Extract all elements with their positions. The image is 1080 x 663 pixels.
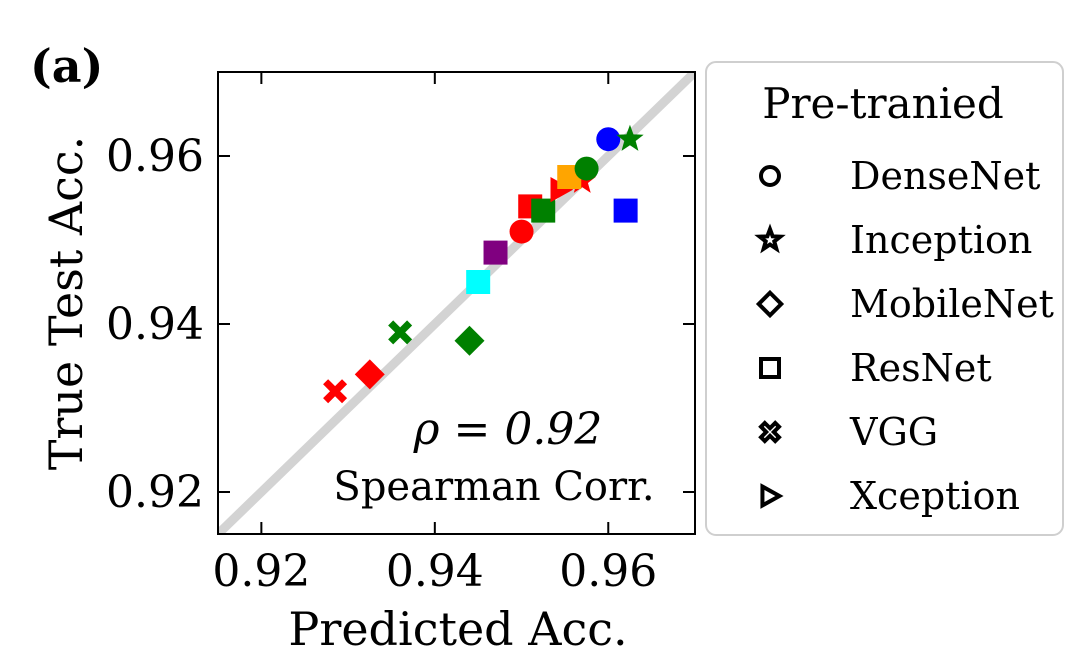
y-tick-label: 0.94: [106, 299, 204, 350]
legend-label: ResNet: [850, 346, 992, 390]
y-tick-label: 0.96: [106, 131, 204, 182]
legend-label: Xception: [850, 474, 1020, 518]
axis-ticks: 0.92 0.94 0.96 0.92 0.94 0.96: [106, 72, 695, 597]
data-points: [323, 124, 644, 404]
data-point-square: [466, 270, 491, 294]
spearman-rho-label: ρ = 0.92: [413, 404, 603, 455]
x-tick-label: 0.94: [386, 546, 484, 597]
data-point-square: [483, 240, 508, 265]
data-point-circle: [574, 156, 599, 181]
legend-label: DenseNet: [850, 154, 1040, 198]
y-tick-label: 0.92: [106, 467, 204, 518]
x-axis-label: Predicted Acc.: [288, 602, 627, 656]
legend-marker-star: [754, 223, 786, 254]
data-point-diamond: [354, 359, 385, 390]
legend-label: Inception: [850, 218, 1032, 262]
x-tick-label: 0.96: [559, 546, 657, 597]
panel-label: (a): [30, 39, 103, 93]
legend-title: Pre-tranied: [762, 79, 1004, 128]
data-point-x: [323, 379, 348, 404]
data-point-circle: [596, 127, 621, 152]
legend-marker-square: [759, 357, 781, 379]
plot-frame: [217, 71, 696, 535]
legend-label: VGG: [849, 410, 938, 454]
y-axis-label: True Test Acc.: [39, 136, 93, 471]
spearman-corr-label: Spearman Corr.: [333, 464, 654, 510]
x-tick-label: 0.92: [212, 546, 310, 597]
legend-marker-diamond: [755, 289, 785, 319]
data-point-x: [388, 320, 413, 345]
legend-marker-triangle-right: [760, 483, 784, 509]
data-point-diamond: [454, 325, 485, 356]
data-point-square: [531, 198, 556, 223]
legend-marker-circle: [759, 165, 781, 187]
data-point-circle: [509, 219, 534, 244]
data-point-star: [616, 124, 644, 151]
diagonal-reference-line: [218, 72, 695, 534]
data-point-star: [568, 166, 596, 193]
legend: Pre-tranied DenseNet Inception MobileNet Re…: [705, 61, 1064, 536]
legend-marker-x: [758, 420, 782, 444]
legend-box: [705, 61, 1064, 536]
data-point-triangle-right: [550, 177, 574, 203]
data-point-square: [613, 198, 638, 223]
legend-label: MobileNet: [850, 282, 1054, 326]
